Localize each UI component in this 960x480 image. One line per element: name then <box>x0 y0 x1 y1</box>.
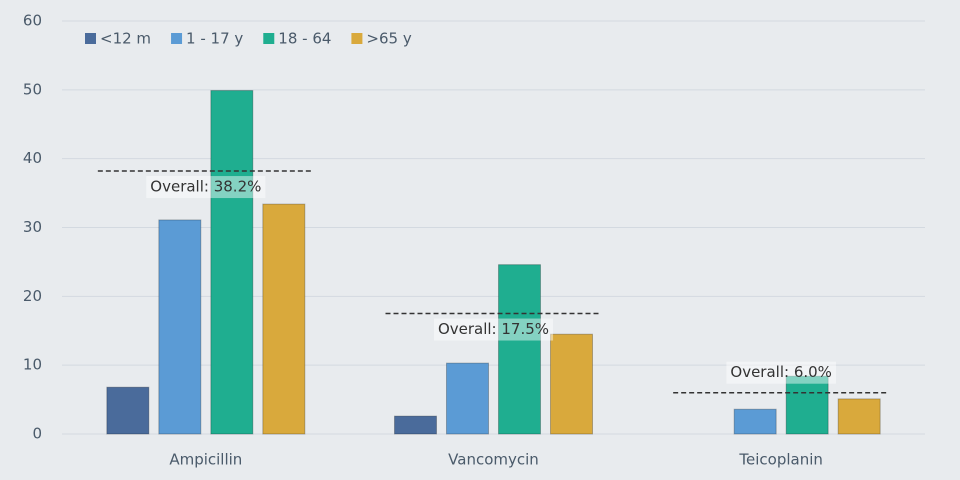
legend-swatch <box>85 33 96 44</box>
y-tick-label: 50 <box>23 80 42 98</box>
bar <box>262 203 306 435</box>
legend-label: 1 - 17 y <box>186 30 243 48</box>
bar <box>550 333 593 435</box>
bar <box>498 264 541 435</box>
y-tick-label: 30 <box>23 218 42 236</box>
legend-swatch <box>263 33 275 44</box>
y-tick-label: 0 <box>32 425 42 443</box>
legend-label: 18 - 64 <box>278 30 331 48</box>
x-tick-label: Vancomycin <box>448 451 539 469</box>
overall-label: Overall: 6.0% <box>730 363 832 381</box>
bar <box>106 386 150 435</box>
y-tick-label: 60 <box>23 12 42 30</box>
legend-label: >65 y <box>366 30 411 48</box>
bar <box>158 219 202 435</box>
x-tick-label: Teicoplanin <box>738 451 823 469</box>
x-tick-label: Ampicillin <box>169 451 242 469</box>
overall-label: Overall: 17.5% <box>438 320 549 338</box>
overall-label-bg <box>726 361 836 384</box>
y-tick-label: 40 <box>23 149 42 167</box>
legend-label: <12 m <box>100 30 151 48</box>
bar <box>733 408 777 435</box>
legend-swatch <box>351 33 363 44</box>
overall-label: Overall: 38.2% <box>150 178 261 196</box>
overall-label-bg <box>433 318 554 341</box>
bar <box>394 415 437 435</box>
bar <box>210 90 254 435</box>
y-tick-label: 20 <box>23 287 42 305</box>
legend-swatch <box>171 33 183 44</box>
bar <box>446 362 489 435</box>
y-tick-label: 10 <box>23 356 42 374</box>
bar <box>785 375 829 435</box>
overall-label-bg <box>146 176 266 199</box>
bar <box>837 398 881 435</box>
